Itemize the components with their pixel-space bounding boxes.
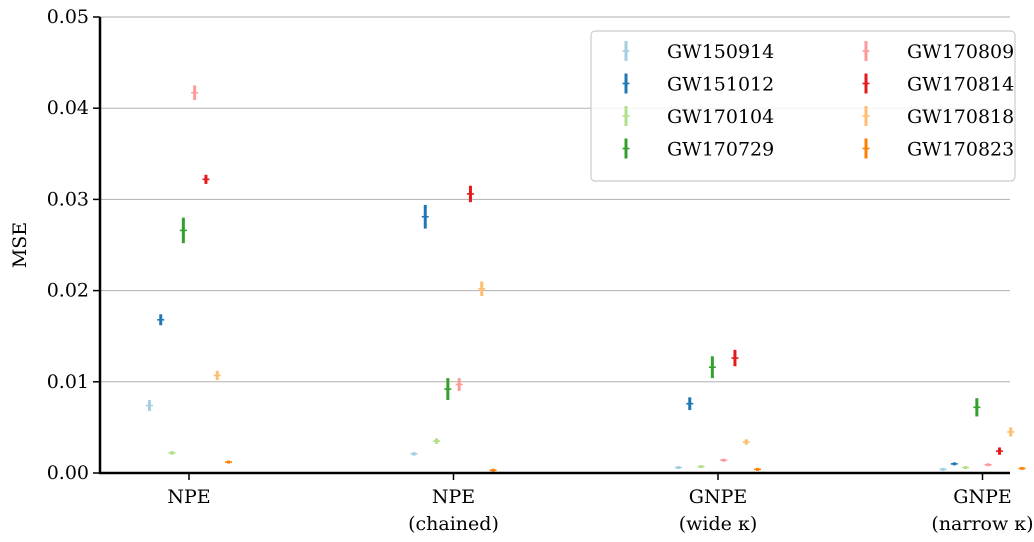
legend-entry: GW170814 [907,74,1014,96]
data-points [145,85,1026,472]
x-tick-label-secondary: (wide κ) [679,513,758,535]
legend-entry: GW170104 [667,106,774,128]
x-tick-label: GNPE [953,486,1011,508]
legend-entry: GW170818 [907,106,1014,128]
x-tick-label-secondary: (narrow κ) [931,513,1033,535]
y-axis-label: MSE [9,222,31,268]
x-tick-label: NPE [167,486,210,508]
legend-entry: GW151012 [667,74,774,96]
y-tick-label: 0.02 [47,280,89,302]
axes: 0.00 0.01 0.02 0.03 0.04 0.05 NPE NPE (chained) G… [47,6,1034,535]
legend-box [590,30,1016,182]
x-tick-label-secondary: (chained) [408,513,499,535]
y-tick-label: 0.04 [47,97,89,119]
legend-entry: GW170729 [667,139,774,161]
x-tick-label: GNPE [689,486,747,508]
legend: GW150914 GW151012 GW170104 GW170729 GW170809… [590,30,1016,182]
legend-entry: GW170823 [907,139,1014,161]
legend-entry: GW150914 [667,41,774,63]
y-tick-label: 0.03 [47,188,89,210]
x-tick-label: NPE [432,486,475,508]
y-tick-label: 0.05 [47,6,89,28]
legend-entry: GW170809 [907,41,1014,63]
y-tick-label: 0.01 [47,371,89,393]
y-tick-label: 0.00 [47,462,89,484]
